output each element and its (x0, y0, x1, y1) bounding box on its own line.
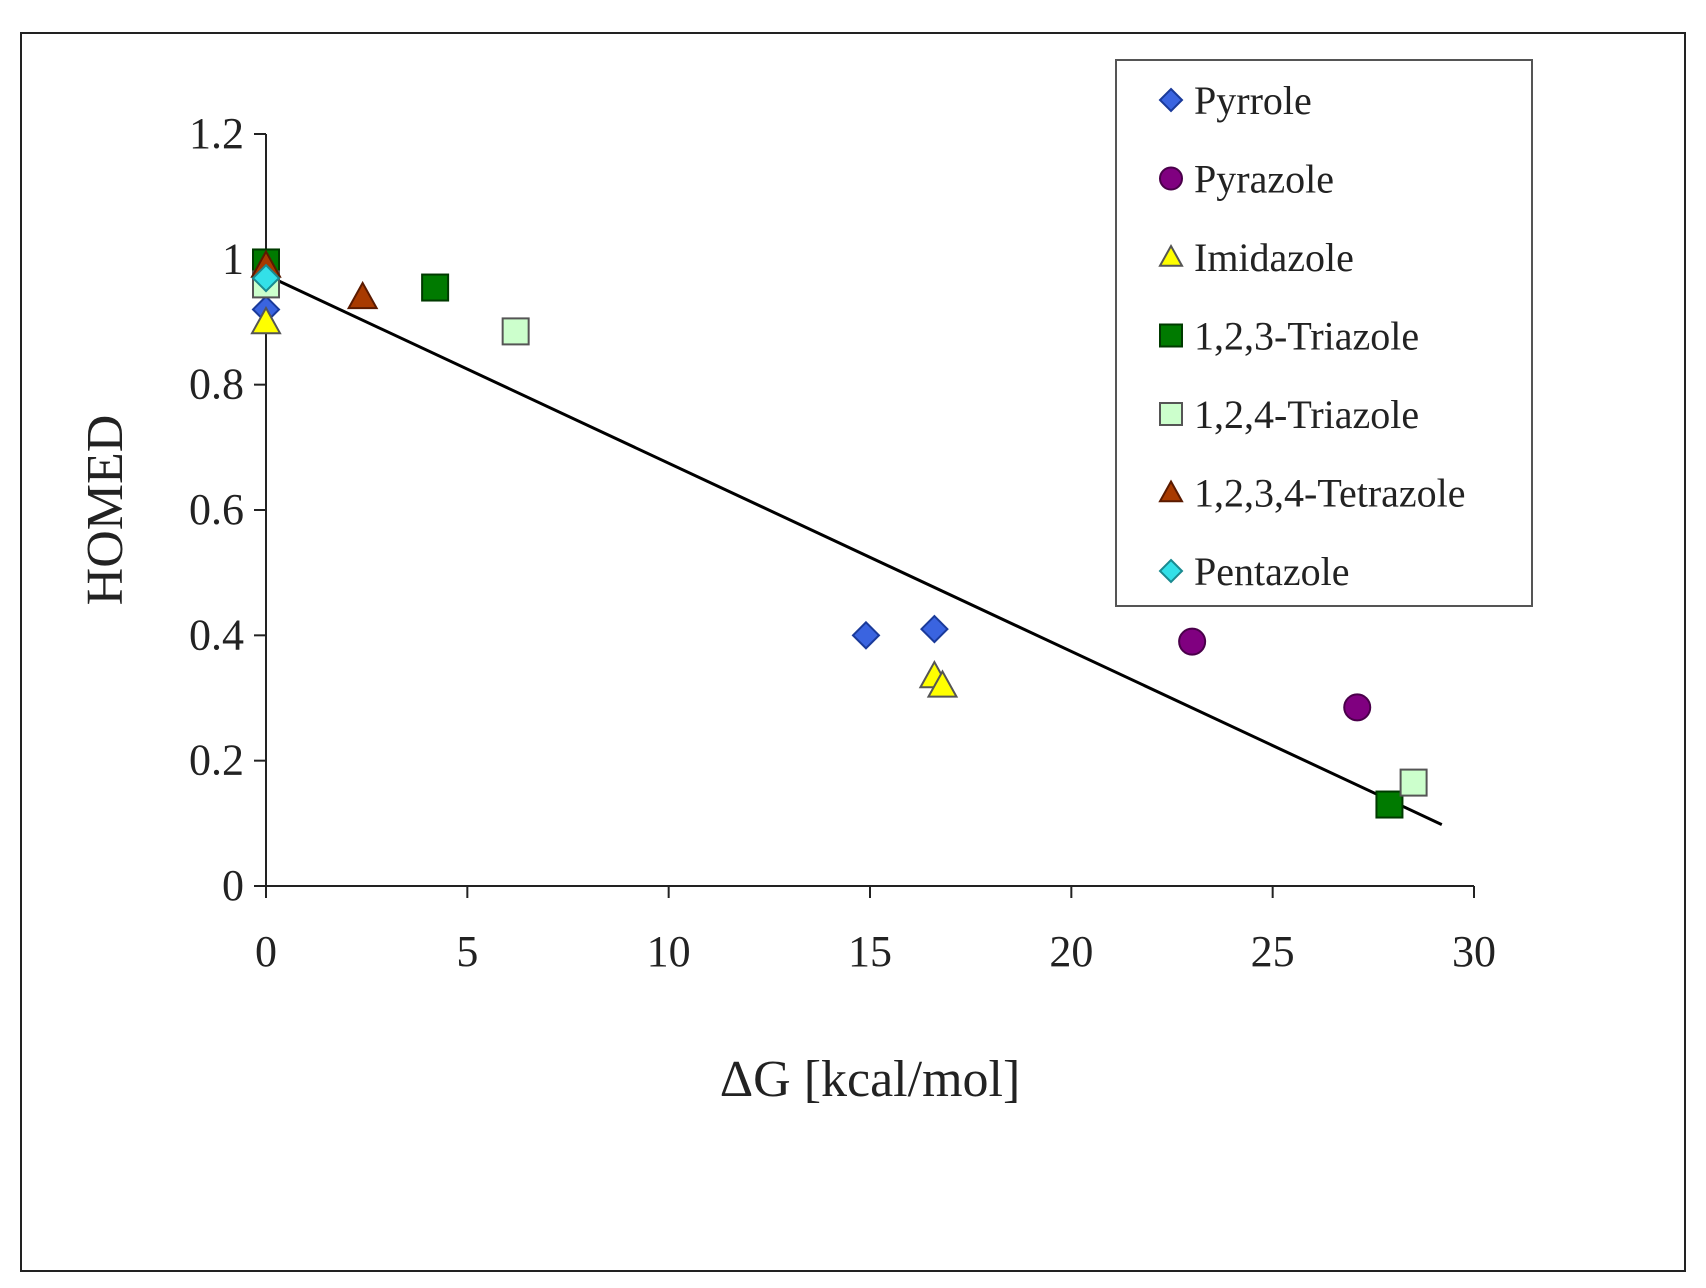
legend-label-1-2-4-triazole: 1,2,4-Triazole (1194, 392, 1419, 437)
point-pyrazole (1343, 693, 1372, 722)
legend: Pyrrole Pyrazole Imidazole 1,2,3-Triazole 1,… (1115, 59, 1533, 607)
legend-marker-1-2-3-4-tetrazole (1158, 479, 1184, 503)
legend-marker-pyrazole (1159, 166, 1183, 191)
legend-marker-imidazole (1158, 243, 1184, 267)
legend-label-pentazole: Pentazole (1194, 549, 1350, 594)
point-pyrazole (1178, 627, 1207, 656)
legend-marker-pyrrole (1158, 87, 1184, 113)
y-tick-label: 0 (222, 861, 244, 910)
x-tick-label: 10 (647, 927, 691, 976)
x-axis-title: ΔG [kcal/mol] (720, 1051, 1021, 1108)
x-tick-label: 0 (255, 927, 277, 976)
point-imidazole (926, 669, 959, 698)
legend-label-1-2-3-triazole: 1,2,3-Triazole (1194, 314, 1419, 359)
y-tick-label: 0.2 (189, 736, 244, 785)
legend-marker-pentazole (1158, 558, 1184, 584)
point-pentazole (251, 263, 281, 293)
point-1-2-4-triazole (501, 317, 530, 346)
figure-frame: 0 0.2 0.4 0.6 0.8 1 1.2 0 5 10 15 20 25 30 ΔG [kcal/mo… (20, 32, 1686, 1272)
point-1-2-3-triazole (421, 273, 450, 302)
point-imidazole (250, 305, 282, 335)
data-points (250, 248, 1428, 819)
axes: 0 0.2 0.4 0.6 0.8 1 1.2 0 5 10 15 20 25 30 ΔG [kcal/mo… (77, 109, 1496, 1108)
y-tick-label: 1 (222, 234, 244, 283)
scatter-chart: 0 0.2 0.4 0.6 0.8 1 1.2 0 5 10 15 20 25 30 ΔG [kcal/mo… (77, 59, 1533, 1108)
y-tick-label: 0.6 (189, 485, 244, 534)
legend-marker-1-2-3-triazole (1159, 323, 1183, 348)
point-pyrrole (851, 620, 881, 650)
x-tick-label: 5 (456, 927, 478, 976)
x-tick-label: 20 (1049, 927, 1093, 976)
legend-label-pyrazole: Pyrazole (1194, 157, 1334, 202)
legend-label-1-2-3-4-tetrazole: 1,2,3,4-Tetrazole (1194, 471, 1466, 516)
trendline-layer (265, 273, 1443, 826)
point-pyrrole (920, 614, 949, 644)
point-1-2-4-triazole (1399, 768, 1428, 797)
trendline (265, 273, 1443, 826)
legend-marker-1-2-4-triazole (1159, 402, 1183, 426)
y-tick-label: 0.4 (189, 610, 244, 659)
x-tick-label: 15 (848, 927, 892, 976)
legend-label-pyrrole: Pyrrole (1194, 78, 1312, 123)
legend-box (1115, 59, 1533, 607)
y-axis-title: HOMED (77, 415, 134, 606)
point-1-2-3-4-tetrazole (346, 280, 379, 310)
legend-label-imidazole: Imidazole (1194, 235, 1354, 280)
x-tick-label: 30 (1452, 927, 1496, 976)
x-tick-label: 25 (1251, 927, 1295, 976)
y-tick-label: 1.2 (189, 109, 244, 158)
y-tick-label: 0.8 (189, 360, 244, 409)
point-1-2-3-triazole (1375, 790, 1404, 819)
